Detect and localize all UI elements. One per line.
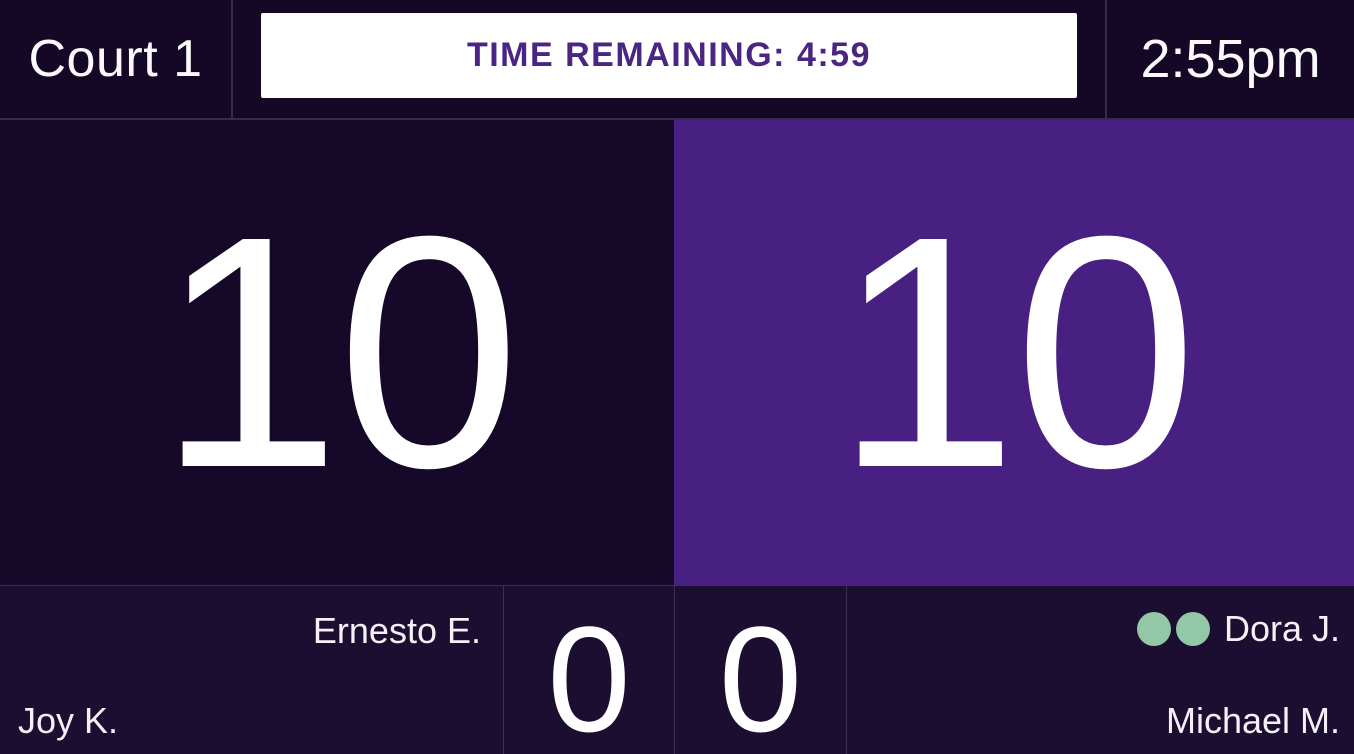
clock-label: 2:55pm <box>1140 28 1321 89</box>
time-remaining-box: TIME REMAINING: 4:59 <box>261 13 1077 98</box>
player-name: Dora J. <box>1223 608 1340 649</box>
team-right-score-panel[interactable]: 10 <box>674 119 1354 585</box>
serve-dot-icon <box>1136 612 1171 646</box>
score-row: 10 10 <box>0 119 1354 585</box>
team-right-game-score: 0 <box>718 595 803 754</box>
team-left-score-panel[interactable]: 10 <box>0 119 674 585</box>
court-label: Court 1 <box>28 29 203 88</box>
team-left-game-score: 0 <box>547 595 631 754</box>
team-right-score: 10 <box>834 167 1197 537</box>
timer-section: TIME REMAINING: 4:59 <box>233 0 1105 118</box>
player-name: Michael M. <box>1165 700 1340 741</box>
header-bar: Court 1 TIME REMAINING: 4:59 2:55pm <box>0 0 1354 120</box>
court-section: Court 1 <box>0 0 233 118</box>
clock-section: 2:55pm <box>1105 0 1354 118</box>
serving-player-row: Dora J. <box>1136 608 1340 650</box>
team-right-game-score-box[interactable]: 0 <box>675 586 847 754</box>
serve-indicator <box>1136 612 1210 646</box>
players-bar: Ernesto E. Joy K. 0 0 Dora J. Michael M. <box>0 585 1354 754</box>
team-left-score: 10 <box>157 167 520 537</box>
serve-dot-icon <box>1175 612 1210 646</box>
player-name: Joy K. <box>18 700 119 741</box>
team-right-players: Dora J. Michael M. <box>847 586 1354 754</box>
player-name: Ernesto E. <box>312 610 481 651</box>
team-left-game-score-box[interactable]: 0 <box>504 586 675 754</box>
time-remaining-label: TIME REMAINING: 4:59 <box>466 36 872 74</box>
team-left-players: Ernesto E. Joy K. <box>0 586 504 754</box>
